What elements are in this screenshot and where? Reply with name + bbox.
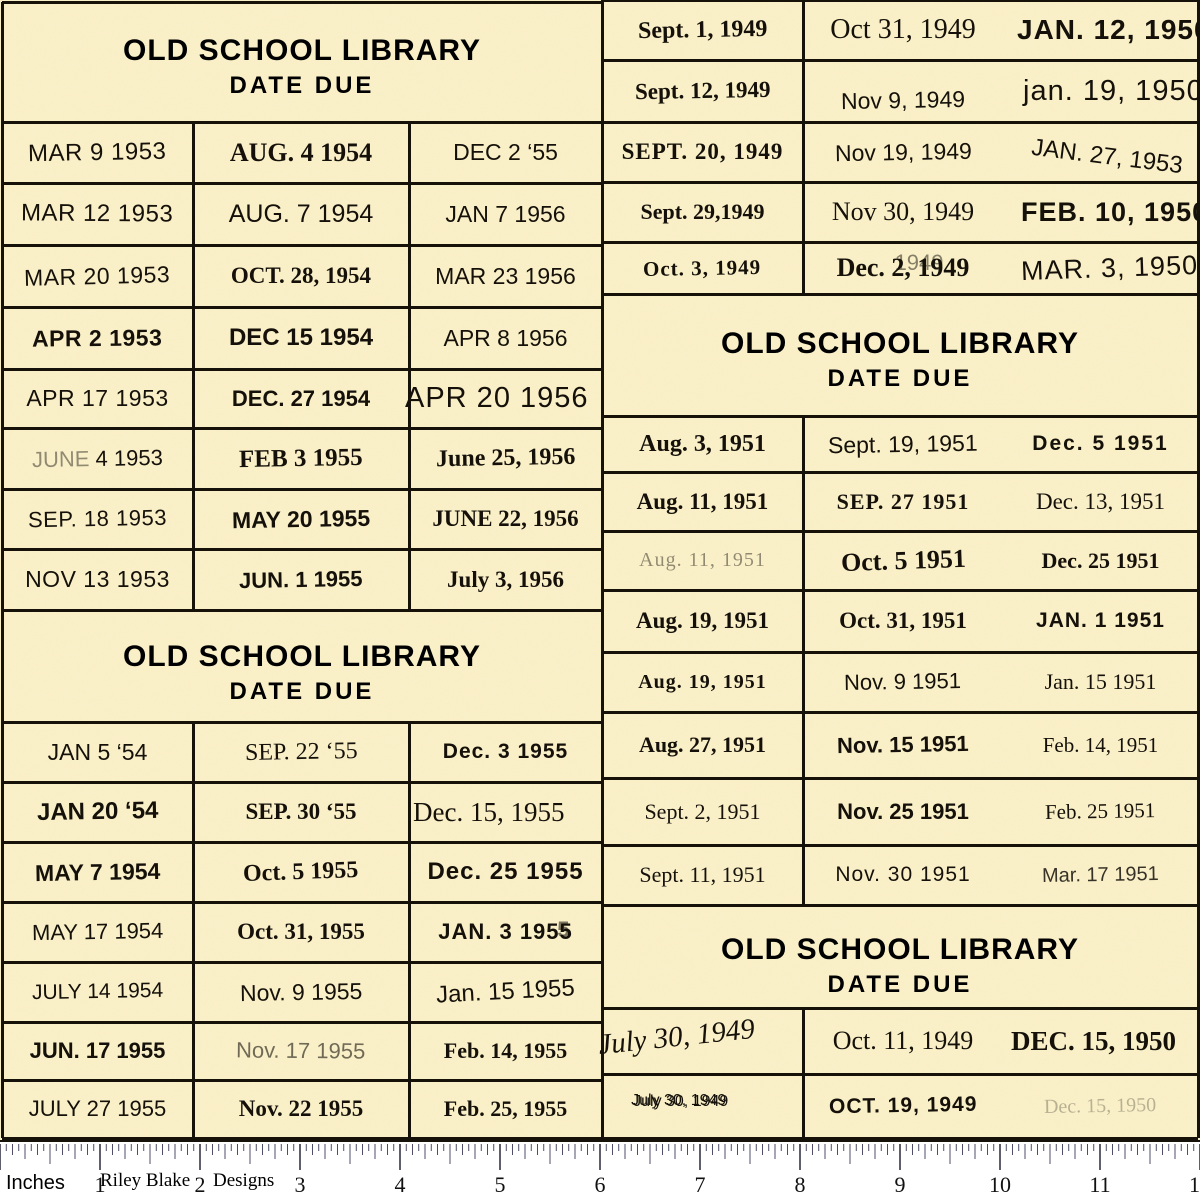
- svg-text:3: 3: [295, 1172, 306, 1197]
- svg-text:12: 12: [1189, 1172, 1200, 1197]
- svg-text:11: 11: [1089, 1172, 1110, 1197]
- svg-text:6: 6: [595, 1172, 606, 1197]
- svg-text:7: 7: [695, 1172, 706, 1197]
- svg-text:4: 4: [395, 1172, 406, 1197]
- svg-text:5: 5: [495, 1172, 506, 1197]
- svg-text:8: 8: [795, 1172, 806, 1197]
- svg-text:10: 10: [989, 1172, 1011, 1197]
- svg-text:2: 2: [195, 1172, 206, 1197]
- svg-text:9: 9: [895, 1172, 906, 1197]
